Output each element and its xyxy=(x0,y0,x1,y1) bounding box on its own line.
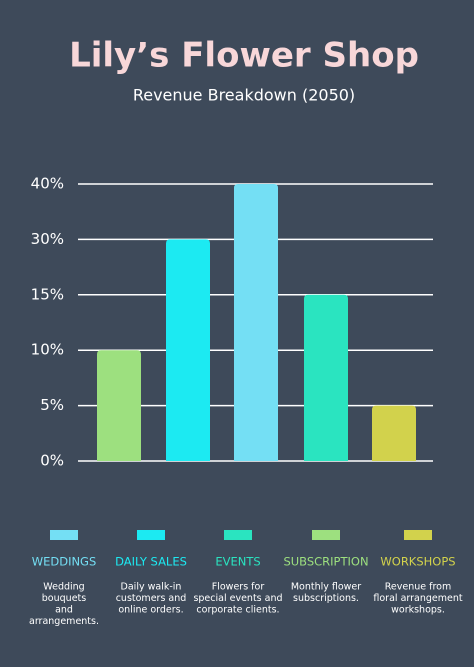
legend-description: floral arrangement xyxy=(373,593,462,604)
y-tick-label: 30% xyxy=(31,230,64,248)
legend-description: online orders. xyxy=(118,605,183,616)
y-tick-label: 15% xyxy=(31,285,64,303)
legend-swatch xyxy=(404,530,432,540)
legend-description: Monthly flower xyxy=(291,582,361,593)
legend-description: Wedding xyxy=(43,582,84,593)
legend-description: Flowers for xyxy=(212,582,265,593)
legend-swatch xyxy=(137,530,165,540)
legend-description: Revenue from xyxy=(385,582,452,593)
legend-label: SUBSCRIPTION xyxy=(283,555,368,569)
chart-title: Lily’s Flower Shop xyxy=(69,36,419,76)
legend-description: Daily walk-in xyxy=(121,582,182,593)
y-tick-label: 10% xyxy=(31,341,64,359)
legend-description: special events and xyxy=(193,593,282,604)
bar xyxy=(166,239,210,461)
legend-swatch xyxy=(312,530,340,540)
legend-label: EVENTS xyxy=(215,555,260,569)
legend-description: bouquets xyxy=(42,593,86,604)
legend-description: and xyxy=(55,605,73,616)
legend-description: arrangements. xyxy=(29,616,99,627)
bar xyxy=(304,294,348,461)
bar xyxy=(372,405,416,461)
y-tick-label: 40% xyxy=(31,175,64,193)
bar xyxy=(97,350,141,461)
legend-description: customers and xyxy=(116,593,187,604)
legend-swatch xyxy=(50,530,78,540)
y-tick-label: 0% xyxy=(40,452,64,470)
chart-subtitle: Revenue Breakdown (2050) xyxy=(133,86,355,105)
y-tick-label: 5% xyxy=(40,396,64,414)
legend-description: corporate clients. xyxy=(196,605,279,616)
legend-label: WORKSHOPS xyxy=(380,555,455,569)
legend-description: workshops. xyxy=(391,605,445,616)
legend-swatch xyxy=(224,530,252,540)
legend-label: DAILY SALES xyxy=(115,555,187,569)
legend-description: subscriptions. xyxy=(293,593,359,604)
bar xyxy=(234,184,278,461)
legend-label: WEDDINGS xyxy=(32,555,97,569)
